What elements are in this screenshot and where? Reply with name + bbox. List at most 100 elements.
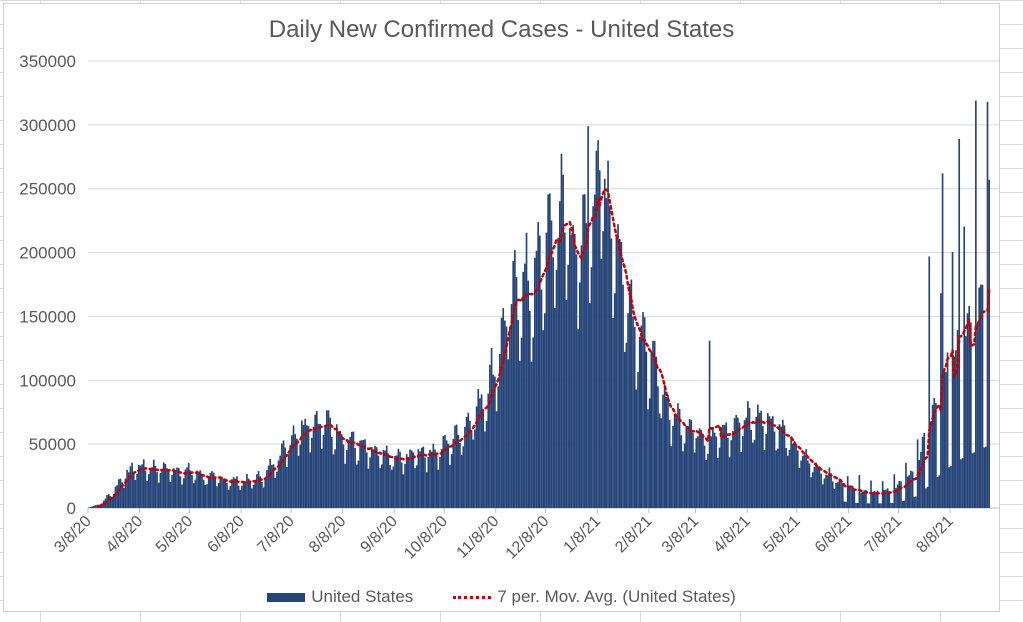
bar — [753, 439, 756, 508]
bar — [277, 460, 280, 508]
bar — [249, 480, 252, 508]
bar — [109, 495, 112, 508]
bar — [485, 420, 488, 508]
y-tick-label: 0 — [67, 499, 76, 518]
bar — [923, 432, 926, 508]
bar — [259, 476, 262, 508]
bar — [553, 308, 556, 508]
bar — [645, 351, 648, 508]
bar — [131, 462, 133, 508]
bar — [936, 477, 939, 508]
bar — [256, 474, 258, 508]
bar — [399, 451, 401, 508]
bar — [309, 452, 312, 508]
bar — [630, 279, 633, 508]
y-tick-label: 50000 — [29, 435, 76, 454]
bar — [588, 303, 591, 508]
bar — [372, 449, 375, 508]
bar — [670, 446, 673, 508]
x-tick-label: 6/8/21 — [812, 513, 856, 557]
bar — [465, 416, 468, 508]
bar — [126, 469, 128, 508]
bar — [124, 478, 127, 508]
bar — [580, 245, 583, 508]
legend-item-moving-average: 7 per. Mov. Avg. (United States) — [453, 587, 736, 607]
bar — [507, 359, 510, 508]
bar — [127, 472, 130, 508]
bar — [911, 471, 914, 508]
bar — [306, 425, 308, 508]
bar — [708, 340, 711, 508]
bar — [527, 280, 530, 508]
bar — [880, 503, 882, 508]
bar — [840, 479, 842, 508]
bar — [585, 223, 588, 508]
bar — [742, 436, 744, 508]
bar — [467, 412, 470, 508]
bar — [487, 393, 490, 508]
bar — [875, 491, 877, 508]
legend-bar-label: United States — [311, 587, 414, 606]
bar — [167, 471, 170, 508]
legend-line-swatch — [453, 595, 492, 599]
bar — [152, 459, 155, 508]
bar — [142, 459, 145, 508]
bar — [301, 420, 303, 508]
bar — [217, 483, 220, 508]
bar — [975, 100, 977, 508]
bar — [204, 484, 207, 508]
bar — [770, 418, 772, 508]
bar — [698, 428, 701, 508]
bar — [369, 457, 371, 508]
bar — [497, 386, 500, 508]
bar — [831, 481, 834, 508]
bar — [156, 472, 158, 508]
bar — [522, 271, 525, 508]
bar — [231, 479, 233, 508]
chart-frame[interactable]: Daily New Confirmed Cases - United State… — [3, 3, 1000, 612]
bar — [226, 482, 228, 508]
bar — [147, 474, 150, 508]
bar — [563, 232, 566, 508]
bar — [653, 341, 656, 508]
bar — [613, 293, 616, 508]
bar — [229, 485, 232, 508]
bar — [690, 420, 693, 508]
bar — [855, 502, 857, 508]
bar — [605, 198, 608, 508]
bar — [622, 284, 624, 508]
bar — [913, 497, 916, 508]
bar — [871, 493, 874, 508]
bar — [815, 462, 817, 508]
bar — [384, 450, 386, 508]
moving-average-line — [97, 187, 991, 508]
bar — [828, 467, 831, 508]
bar — [149, 468, 152, 508]
x-tick-label: 7/8/20 — [254, 513, 298, 557]
x-tick-label: 8/8/20 — [306, 513, 350, 557]
bar — [781, 419, 784, 508]
bar — [860, 492, 862, 508]
bar — [532, 337, 535, 508]
bar — [548, 193, 551, 508]
bar — [512, 260, 515, 508]
bar — [965, 336, 967, 508]
bar — [304, 418, 307, 508]
bar — [557, 237, 559, 508]
bar — [665, 396, 668, 508]
bar — [362, 439, 365, 508]
bar — [800, 460, 802, 508]
bar — [745, 417, 748, 508]
bar — [472, 439, 475, 508]
bar — [375, 447, 378, 508]
chart-plot-area: 0 50000 100000 150000 200000 250000 300000 3500… — [19, 52, 999, 563]
bar — [587, 126, 589, 509]
legend-bar-swatch — [267, 592, 306, 602]
bar — [876, 490, 879, 508]
bar — [941, 173, 944, 509]
bar — [575, 254, 578, 508]
bar — [700, 429, 703, 508]
bar — [352, 431, 355, 508]
bar — [890, 503, 892, 508]
bar — [289, 445, 292, 508]
